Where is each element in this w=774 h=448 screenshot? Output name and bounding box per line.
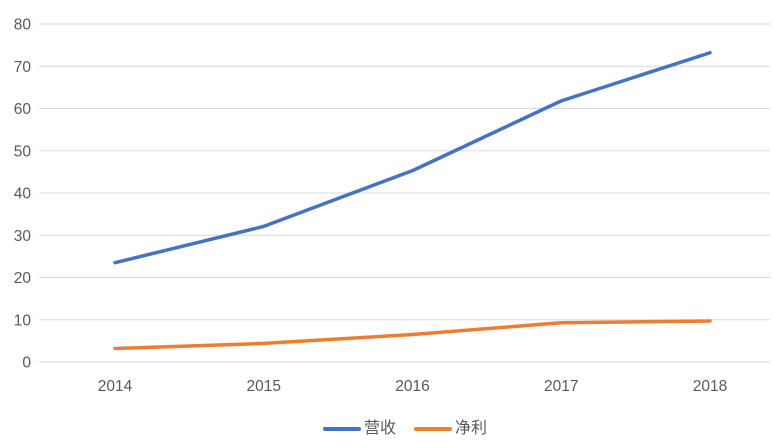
- y-axis-tick-label: 60: [14, 101, 32, 118]
- y-axis-tick-label: 30: [14, 228, 32, 245]
- y-axis-tick-label: 40: [14, 186, 32, 203]
- legend-item-net-profit: 净利: [414, 421, 487, 437]
- legend: 营收 净利: [40, 417, 770, 441]
- y-axis-tick-label: 50: [14, 143, 32, 160]
- x-axis-tick-label: 2017: [544, 378, 578, 395]
- revenue-line: [113, 50, 712, 265]
- y-axis-tick-label: 70: [14, 59, 32, 76]
- x-axis-tick-label: 2015: [247, 378, 281, 395]
- legend-item-revenue: 营收: [322, 420, 396, 437]
- net-profit-line-swatch: [414, 427, 452, 431]
- legend-label-net-profit: 净利: [455, 420, 488, 437]
- y-axis-tick-label: 0: [22, 355, 31, 372]
- y-axis-tick-label: 80: [14, 17, 32, 34]
- x-axis-tick-label: 2016: [395, 378, 429, 395]
- y-axis-tick-label: 10: [14, 312, 32, 329]
- x-axis-tick-label: 2018: [693, 378, 727, 395]
- y-axis-tick-label: 20: [14, 270, 32, 287]
- net-profit-line: [113, 319, 712, 351]
- revenue-line-swatch: [322, 427, 361, 431]
- legend-label-revenue: 营收: [363, 420, 396, 437]
- x-axis-tick-label: 2014: [98, 378, 133, 395]
